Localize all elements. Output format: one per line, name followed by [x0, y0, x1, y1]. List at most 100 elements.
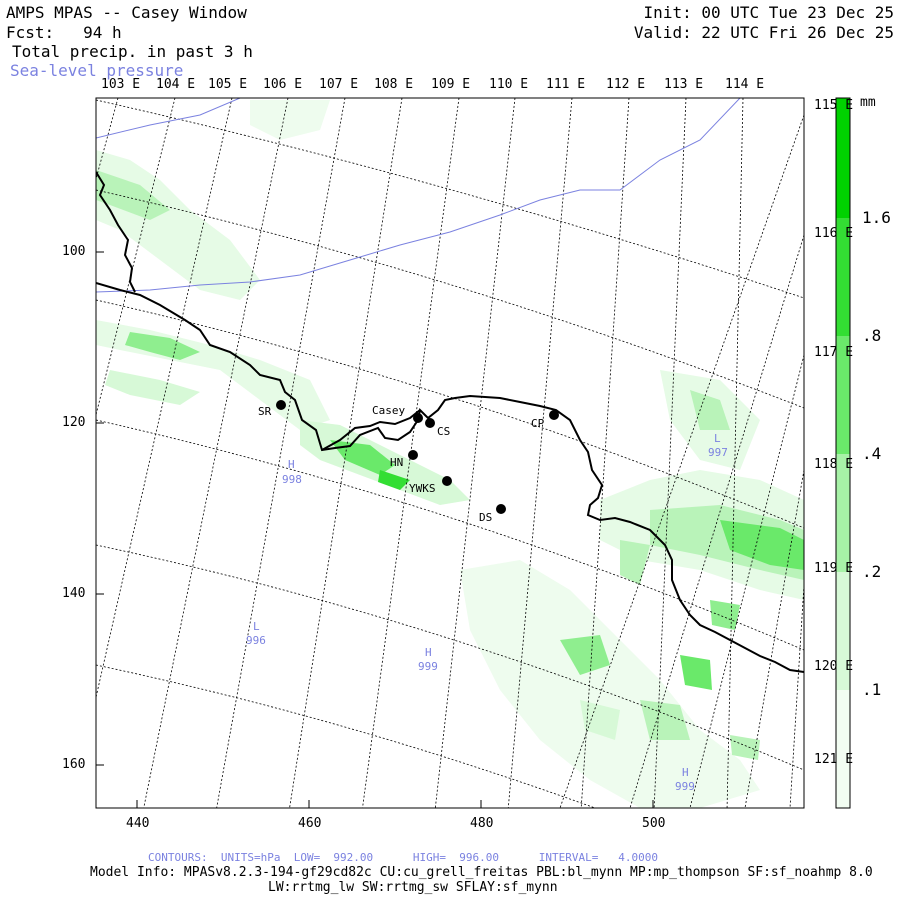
- lon-label-right: 117 E: [814, 345, 854, 360]
- meridian: [289, 98, 403, 808]
- valid-time: Valid: 22 UTC Fri 26 Dec 25: [633, 23, 894, 42]
- meridian: [559, 114, 804, 808]
- colorbar-box: [836, 98, 850, 218]
- station-dot[interactable]: [425, 418, 435, 428]
- station-label: HN: [390, 456, 404, 469]
- precip-area: [96, 170, 170, 220]
- x-tick-label: 460: [298, 816, 322, 831]
- meridian: [216, 98, 346, 808]
- meridian: [434, 98, 516, 808]
- colorbar-box: [836, 572, 850, 690]
- precip-shading: [96, 100, 804, 808]
- meridian: [653, 98, 687, 808]
- parallel: [96, 419, 804, 651]
- pressure-center-value: 997: [708, 446, 728, 459]
- isobars: [96, 98, 741, 293]
- station-dot[interactable]: [442, 476, 452, 486]
- lon-label: 109 E: [431, 77, 471, 92]
- pressure-center-value: 998: [282, 473, 302, 486]
- pressure-center-type: L: [253, 620, 260, 633]
- meridian: [580, 98, 630, 808]
- meridian: [744, 469, 804, 808]
- meridian: [96, 98, 233, 700]
- station-dot[interactable]: [276, 400, 286, 410]
- pressure-center-type: H: [425, 646, 432, 659]
- parallel: [96, 189, 804, 409]
- y-tick-label: 120: [62, 415, 86, 430]
- precip-area: [720, 520, 804, 570]
- pressure-center-type: H: [288, 458, 295, 471]
- coast-line: [96, 171, 804, 673]
- model-info: Model Info: MPASv8.2.3-194-gf29cd82c CU:…: [90, 865, 873, 880]
- parallel: [96, 99, 804, 299]
- pressure-center-value: 999: [418, 660, 438, 673]
- contour-info: CONTOURS: UNITS=hPa LOW= 992.00 HIGH= 99…: [148, 851, 658, 864]
- model-info-2: LW:rrtmg_lw SW:rrtmg_sw SFLAY:sf_mynn: [268, 880, 558, 895]
- init-time: Init: 00 UTC Tue 23 Dec 25: [643, 3, 894, 22]
- lon-label-right: 119 E: [814, 561, 854, 576]
- graticule: [96, 98, 804, 808]
- isobar: [96, 98, 741, 293]
- station-dot[interactable]: [408, 450, 418, 460]
- precip-area: [125, 332, 200, 360]
- precip-area: [330, 440, 395, 475]
- overlay-name: Sea-level pressure: [10, 61, 184, 80]
- lon-label: 105 E: [208, 77, 248, 92]
- lon-label: 103 E: [101, 77, 141, 92]
- forecast-hour: Fcst: 94 h: [6, 23, 122, 42]
- colorbar-label: .4: [862, 444, 882, 463]
- station-markers: [276, 400, 559, 514]
- precip-area: [105, 370, 200, 405]
- lon-label: 104 E: [156, 77, 196, 92]
- plot-frame: [95, 97, 805, 809]
- parallel: [96, 299, 804, 529]
- lon-label-right: 116 E: [814, 226, 854, 241]
- pressure-center-type: L: [714, 432, 721, 445]
- map-title: AMPS MPAS -- Casey Window: [6, 3, 247, 22]
- colorbar-label: 1.6: [862, 208, 891, 227]
- station-label: SR: [258, 405, 272, 418]
- colorbar-box: [836, 690, 850, 808]
- precip-area: [580, 700, 620, 740]
- x-tick-label: 480: [470, 816, 494, 831]
- colorbar-box: [836, 218, 850, 336]
- station-label: YWKS: [409, 482, 436, 495]
- station-dot[interactable]: [496, 504, 506, 514]
- meridian: [96, 98, 176, 417]
- lon-label: 110 E: [489, 77, 529, 92]
- station-label: CS: [437, 425, 451, 438]
- lon-label-right: 118 E: [814, 457, 854, 472]
- meridian: [143, 98, 289, 808]
- lon-label-right: 120 E: [814, 659, 854, 674]
- meridian: [789, 584, 804, 808]
- y-tick-label: 160: [62, 757, 86, 772]
- precip-area: [680, 655, 712, 690]
- precip-area: [690, 390, 730, 430]
- precip-area: [560, 635, 610, 675]
- meridian: [507, 98, 573, 808]
- colorbar: [835, 97, 851, 809]
- colorbar-box: [836, 454, 850, 572]
- precip-area: [730, 735, 760, 760]
- colorbar-label: .8: [862, 326, 882, 345]
- colorbar-unit: mm: [860, 95, 876, 110]
- station-label: Casey: [372, 404, 406, 417]
- station-dot[interactable]: [549, 410, 559, 420]
- precip-area: [250, 100, 330, 140]
- station-label: CP: [531, 417, 545, 430]
- x-tick-label: 440: [126, 816, 150, 831]
- precip-area: [460, 560, 760, 808]
- colorbar-frame: [835, 97, 851, 809]
- lon-label: 106 E: [263, 77, 303, 92]
- x-tick-label: 500: [642, 816, 666, 831]
- y-tick-label: 140: [62, 586, 86, 601]
- pressure-center-value: 996: [246, 634, 266, 647]
- precip-area: [710, 600, 740, 630]
- precip-area: [96, 150, 260, 300]
- pressure-center-type: H: [682, 766, 689, 779]
- lon-label: 113 E: [664, 77, 704, 92]
- coastline: [96, 171, 804, 673]
- station-dot[interactable]: [413, 413, 423, 423]
- axis-ticks: [96, 251, 654, 808]
- colorbar-box: [836, 336, 850, 454]
